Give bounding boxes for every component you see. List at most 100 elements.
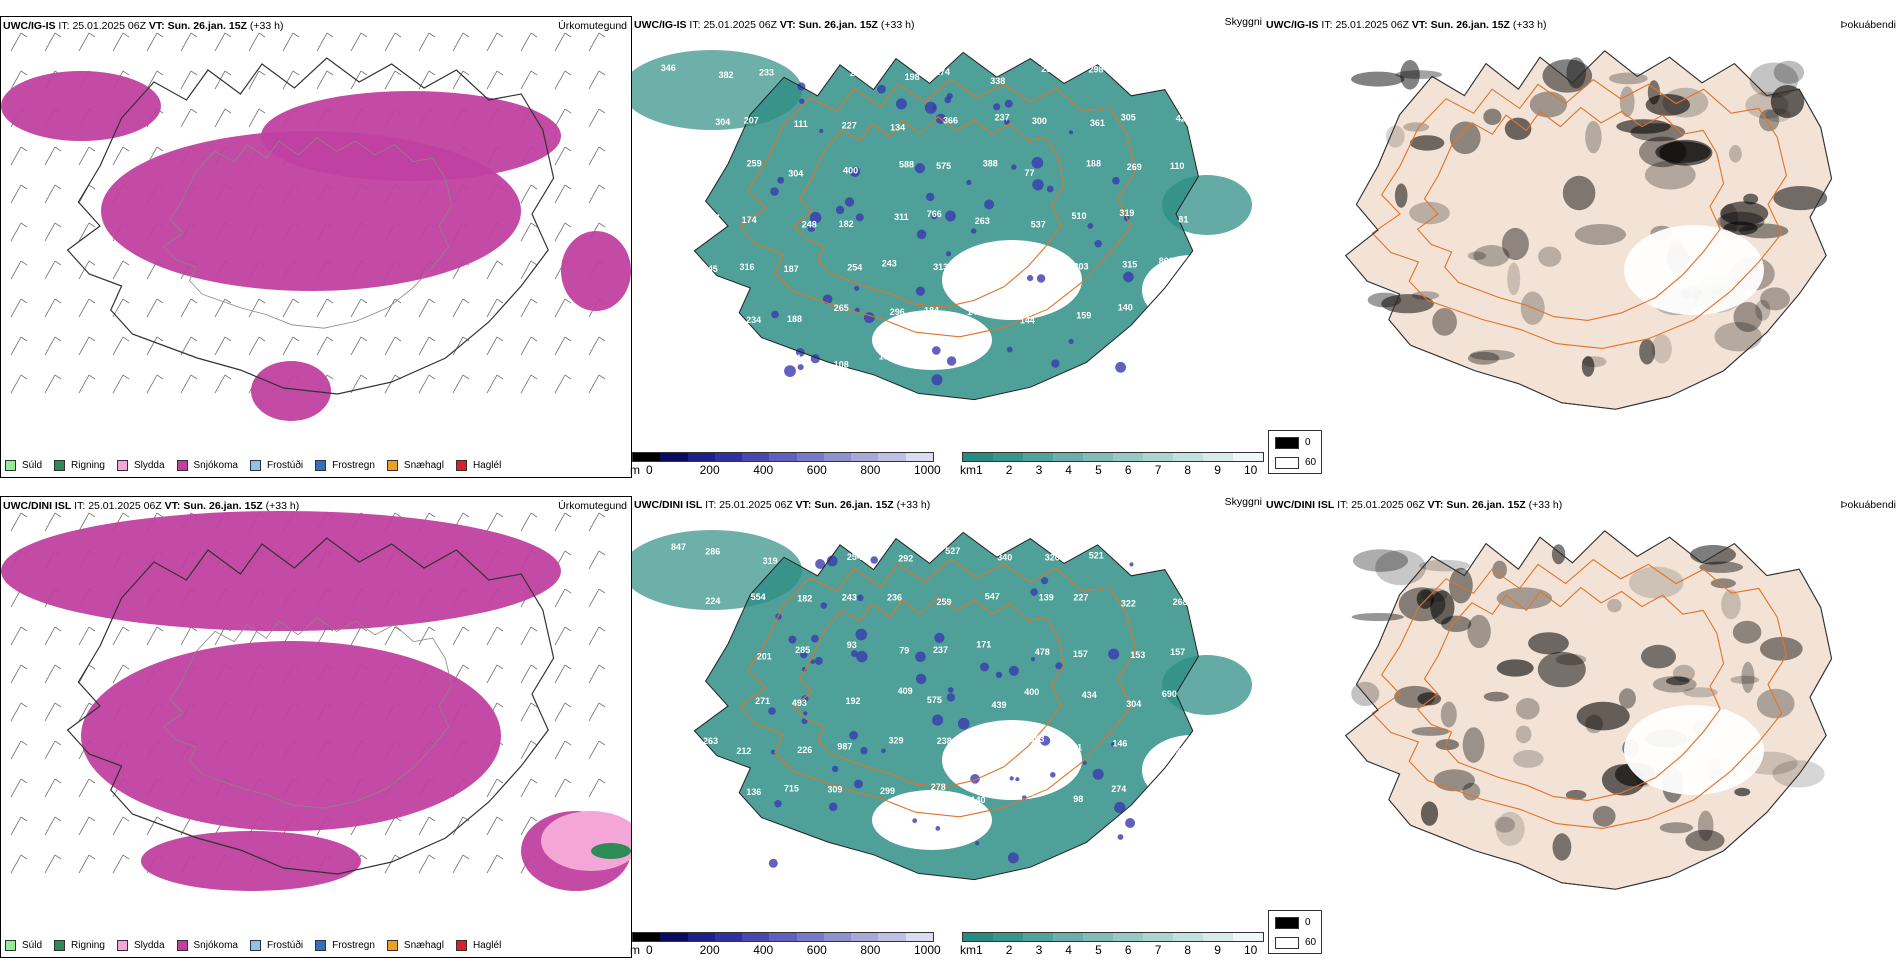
wind-barb [112, 32, 124, 52]
wind-barb [486, 336, 498, 356]
legend-item: Súld [5, 460, 42, 471]
wind-barb [554, 184, 566, 204]
cloud-base-value: 271 [755, 696, 770, 706]
wind-barb [20, 778, 28, 784]
fog-shade [1585, 714, 1603, 734]
cloud-base-value: 366 [943, 116, 958, 126]
wind-barb [564, 108, 572, 114]
wind-barb [384, 626, 396, 646]
low-cloud-spot [1112, 176, 1120, 185]
wind-barb [530, 374, 538, 380]
fog-legend-label: 0 [1305, 917, 1311, 928]
wind-barb [520, 512, 532, 532]
fog-shade [1449, 121, 1481, 155]
low-cloud-spot [944, 96, 952, 104]
colorbar-tick: 6 [1124, 463, 1132, 477]
clear-area [872, 310, 992, 370]
colorbar-tick: 10 [1244, 943, 1258, 957]
wind-barb [530, 298, 538, 304]
low-cloud-spot [1111, 742, 1117, 748]
low-cloud-spot [924, 101, 937, 114]
wind-barb [88, 854, 96, 860]
wind-barb [112, 854, 124, 874]
snow-area [141, 831, 361, 891]
wind-barb [10, 626, 22, 646]
wind-barb [146, 626, 158, 646]
wind-barb [190, 336, 198, 342]
road-network [1371, 558, 1787, 829]
wind-barb [180, 32, 192, 52]
wind-barb [292, 32, 300, 38]
legend-label: Frostregn [332, 940, 375, 951]
cloud-base-value: 93 [847, 640, 857, 650]
wind-barb [20, 184, 28, 190]
wind-barb [190, 374, 198, 380]
legend-label: Slydda [133, 940, 165, 951]
wind-barb [520, 664, 532, 684]
wind-barb [10, 70, 22, 90]
snow-area [251, 361, 331, 421]
fog-shade [1421, 587, 1448, 603]
cloud-base-value: 226 [797, 745, 812, 755]
lead-time: (+33 h) [1512, 19, 1547, 31]
road-network [1416, 106, 1725, 321]
wind-barb [350, 298, 362, 318]
wind-barb [44, 512, 56, 532]
fog-legend: 0 60 [1268, 430, 1322, 474]
coastline [66, 537, 555, 875]
wind-barb [10, 374, 22, 394]
fog-shade [1483, 691, 1509, 702]
cloud-base-value: 157 [1170, 647, 1185, 657]
colorbar-bin [1233, 933, 1263, 941]
cloud-base-value: 340 [997, 553, 1012, 563]
wind-barb [78, 778, 90, 798]
cloud-base-value: 151 [1067, 743, 1082, 753]
wind-barb [554, 146, 566, 166]
fog-shade [1685, 829, 1725, 852]
wind-barb [564, 32, 572, 38]
colorbar-tick: 4 [1065, 943, 1072, 957]
wind-barb [44, 626, 56, 646]
wind-barb [418, 626, 430, 646]
cloud-base-value: 141 [733, 357, 748, 367]
wind-barb [350, 626, 362, 646]
fog-shade [1566, 57, 1586, 89]
legend-swatch [116, 940, 128, 951]
colorbar-tick: 8 [1184, 943, 1192, 957]
cloud-base-value: 143 [967, 307, 982, 317]
low-cloud-spot [1015, 777, 1020, 782]
wind-barb [156, 816, 164, 822]
cloud-base-value: 238 [937, 736, 952, 746]
wind-barb [122, 626, 130, 632]
low-cloud-spot [1087, 223, 1094, 229]
precip-type-panel: UWC/DINI ISL IT: 25.01.2025 06Z VT: Sun.… [0, 496, 632, 958]
panel-title: UWC/DINI ISL IT: 25.01.2025 06Z VT: Sun.… [634, 499, 930, 511]
wind-barb [452, 298, 464, 318]
fog-legend-swatch [1275, 937, 1299, 949]
wind-barb [462, 70, 470, 76]
lead-time: (+33 h) [880, 19, 915, 31]
wind-barb [598, 146, 606, 152]
cloud-base-value: 188 [787, 314, 802, 324]
visibility-field [694, 52, 1199, 400]
low-cloud-spot [932, 714, 944, 726]
wind-barb [326, 70, 334, 76]
it-value: 25.01.2025 06Z [72, 20, 146, 32]
colorbar-bin [1203, 453, 1233, 461]
wind-barb [496, 70, 504, 76]
low-cloud-spot [770, 749, 776, 755]
wind-barb [418, 854, 430, 874]
fog-shade [1435, 739, 1460, 751]
fog-shade [1551, 544, 1566, 565]
wind-barb [224, 32, 232, 38]
wind-barb [428, 32, 436, 38]
wind-barb [54, 222, 62, 228]
wind-barb [10, 260, 22, 280]
low-cloud-spot [914, 163, 925, 174]
colorbar-bin [714, 933, 743, 941]
wind-barb [598, 70, 606, 76]
cloud-base-value: 121 [786, 353, 801, 363]
wind-barb [78, 260, 90, 280]
low-cloud-spot [1032, 179, 1044, 191]
legend-item: Súld [5, 940, 42, 951]
